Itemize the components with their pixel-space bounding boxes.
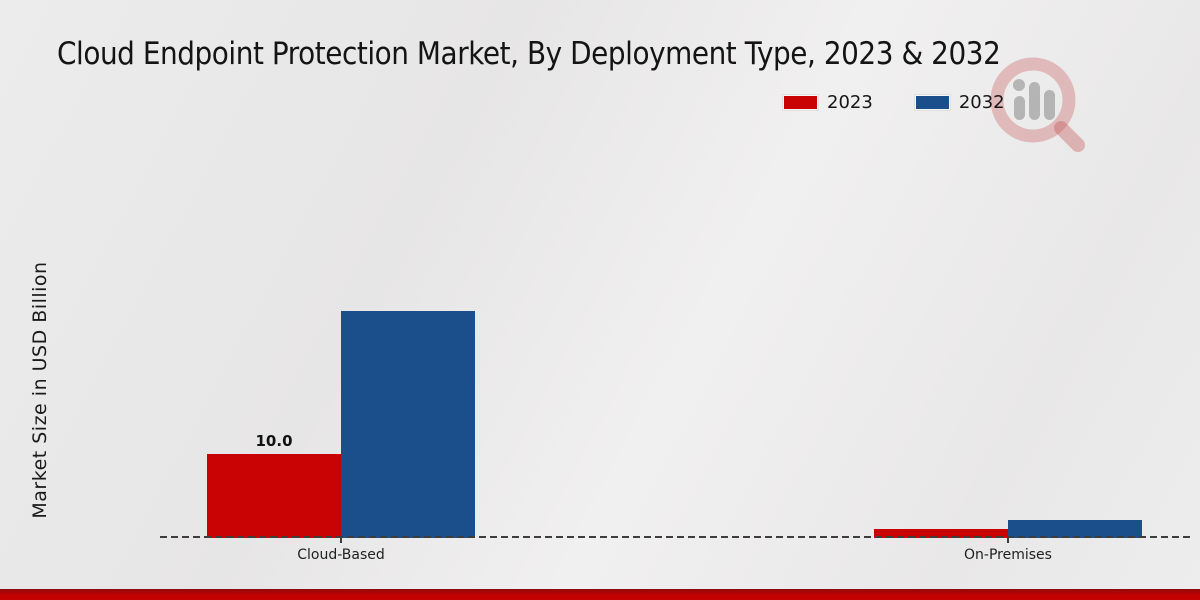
bar-2032-cloud-based (341, 311, 475, 538)
y-axis-label: Market Size in USD Billion (29, 261, 51, 519)
legend: 2023 2032 (783, 92, 1005, 113)
x-tick-on-premises (1007, 538, 1009, 543)
legend-item-2032: 2032 (914, 92, 1005, 113)
bar-value-label-2023-cloud-based: 10.0 (255, 432, 293, 451)
legend-label-2023: 2023 (827, 92, 873, 113)
legend-label-2032: 2032 (958, 92, 1005, 113)
bar-2023-on-premises (874, 528, 1008, 538)
chart-title: Cloud Endpoint Protection Market, By Dep… (57, 36, 1001, 72)
x-tick-label-on-premises: On-Premises (964, 547, 1052, 563)
legend-swatch-2032 (914, 95, 950, 110)
x-tick-cloud-based (340, 538, 342, 543)
footer-accent-bar (0, 589, 1200, 600)
legend-swatch-2023 (783, 95, 818, 110)
bar-2032-on-premises (1008, 520, 1142, 538)
bar-2023-cloud-based (207, 454, 341, 538)
x-tick-label-cloud-based: Cloud-Based (297, 547, 385, 563)
legend-item-2023: 2023 (783, 92, 873, 113)
zero-baseline-dashed (160, 536, 1190, 538)
magnifier-with-bars-watermark-icon (990, 57, 1085, 152)
